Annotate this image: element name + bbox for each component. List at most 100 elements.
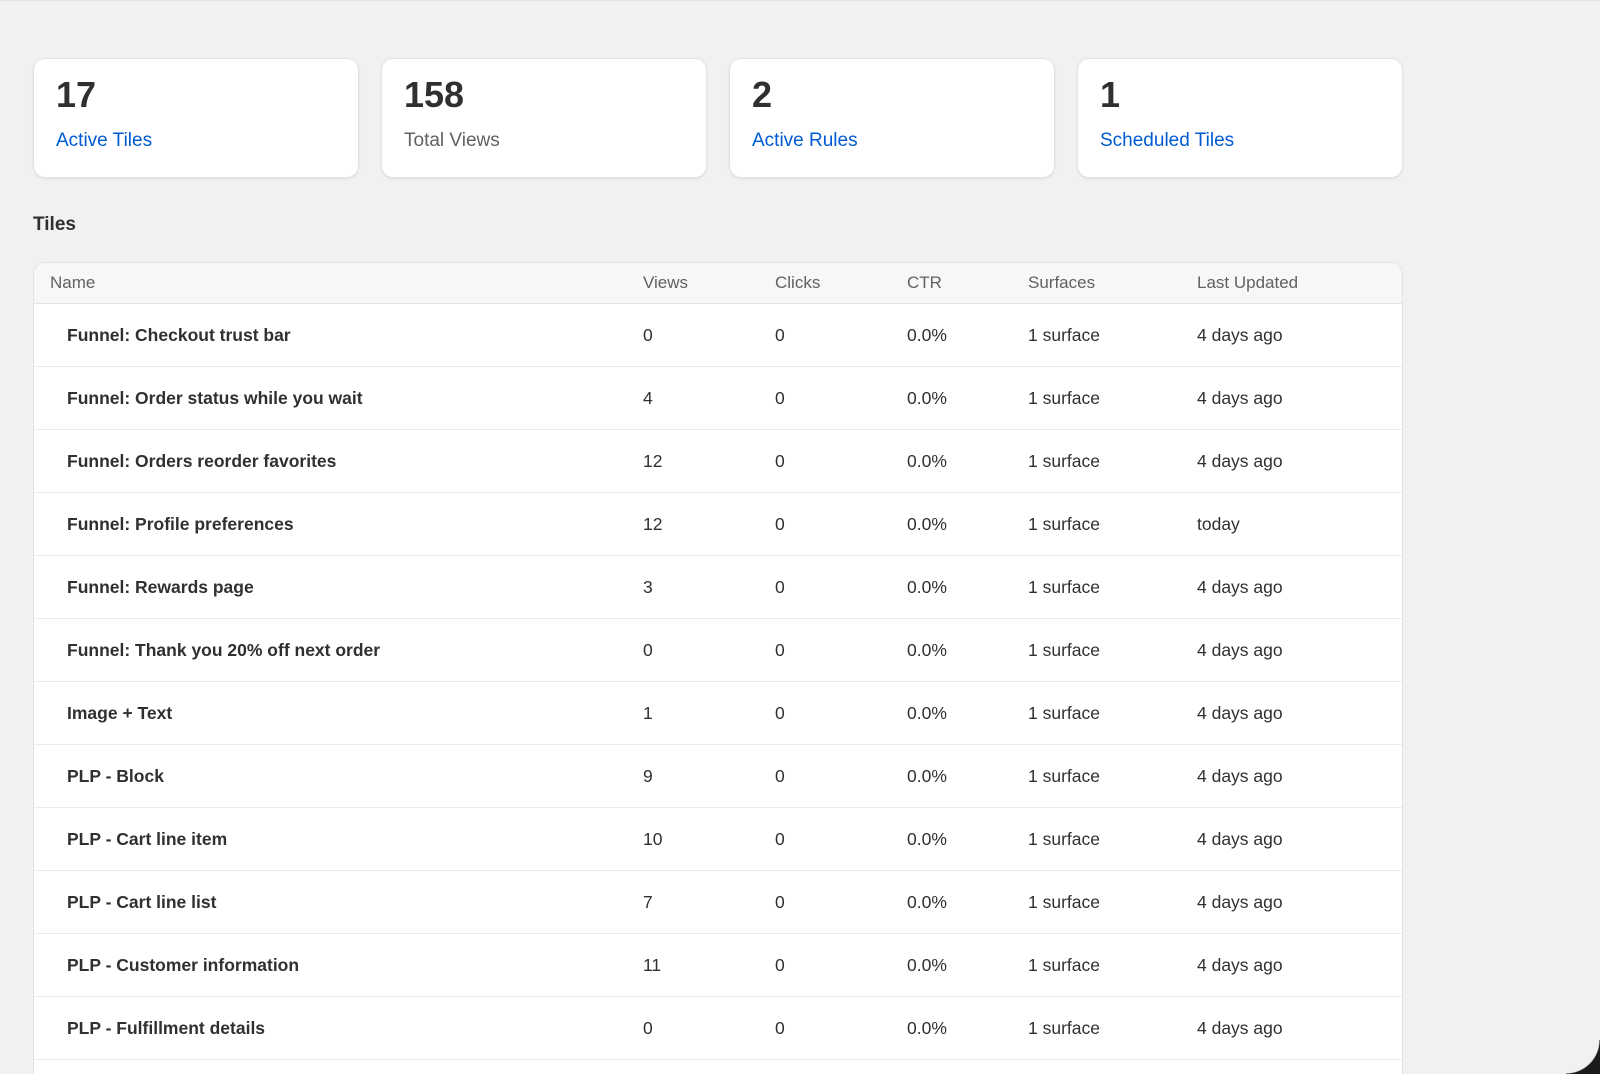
cell-surfaces: 1 surface (1028, 891, 1100, 912)
cell-ctr: 0.0% (907, 639, 947, 660)
column-header-name: Name (50, 273, 96, 292)
cell-name: Funnel: Profile preferences (67, 513, 294, 534)
cell-surfaces: 1 surface (1028, 639, 1100, 660)
cell-views: 7 (643, 891, 653, 912)
cell-ctr: 0.0% (907, 513, 947, 534)
cell-views: 12 (643, 450, 663, 471)
cell-clicks: 0 (775, 702, 785, 723)
cell-surfaces: 1 surface (1028, 387, 1100, 408)
cell-last-updated: 4 days ago (1197, 702, 1283, 723)
cell-last-updated: 4 days ago (1197, 954, 1283, 975)
cell-views: 10 (643, 828, 663, 849)
table-row[interactable]: Image + Text 1 0 0.0% 1 surface 4 days ago (34, 682, 1402, 745)
table-row[interactable]: Funnel: Rewards page 3 0 0.0% 1 surface 4 day… (34, 556, 1402, 619)
column-header-ctr: CTR (907, 273, 942, 292)
cell-ctr: 0.0% (907, 1017, 947, 1038)
table-row[interactable]: PLP - Cart line item 10 0 0.0% 1 surface 4 da… (34, 808, 1402, 871)
cell-views: 11 (643, 954, 662, 975)
cell-surfaces: 1 surface (1028, 1017, 1100, 1038)
cell-name: Funnel: Order status while you wait (67, 387, 363, 408)
cell-name: Funnel: Rewards page (67, 576, 254, 597)
cell-ctr: 0.0% (907, 387, 947, 408)
cell-ctr: 0.0% (907, 954, 947, 975)
cell-name: PLP - Fulfillment details (67, 1017, 266, 1038)
cell-name: Funnel: Thank you 20% off next order (67, 639, 381, 660)
cell-last-updated: 4 days ago (1197, 450, 1283, 471)
table-row[interactable]: Funnel: Thank you 20% off next order 0 0 0.… (34, 619, 1402, 682)
stats-row: 17 Active Tiles 158 Total Views 2 Active… (33, 58, 1403, 178)
cell-last-updated: 4 days ago (1197, 576, 1283, 597)
cell-name: PLP - Block (67, 765, 164, 786)
table-row[interactable]: Funnel: Profile preferences 12 0 0.0% 1 surf… (34, 493, 1402, 556)
cell-surfaces: 1 surface (1028, 324, 1100, 345)
table-row[interactable]: Funnel: Checkout trust bar 0 0 0.0% 1 surfac… (34, 304, 1402, 367)
cell-name: Image + Text (67, 702, 173, 723)
stat-value: 2 (752, 74, 773, 115)
cell-name: PLP - Cart line list (67, 891, 217, 912)
section-title: Tiles (33, 214, 76, 235)
table-row[interactable]: PLP - Cart line list 7 0 0.0% 1 surface 4 day… (34, 871, 1402, 934)
cell-surfaces: 1 surface (1028, 702, 1100, 723)
cell-last-updated: 4 days ago (1197, 765, 1283, 786)
cell-clicks: 0 (775, 576, 785, 597)
table-body: Funnel: Checkout trust bar 0 0 0.0% 1 surfac… (34, 304, 1402, 1060)
total-views-label: Total Views (404, 130, 500, 151)
table-row[interactable]: PLP - Fulfillment details 0 0 0.0% 1 surface… (34, 997, 1402, 1060)
cell-last-updated: today (1197, 513, 1240, 534)
cell-clicks: 0 (775, 513, 785, 534)
scheduled-tiles-link[interactable]: Scheduled Tiles (1100, 130, 1235, 151)
cell-views: 12 (643, 513, 663, 534)
active-tiles-link[interactable]: Active Tiles (56, 130, 153, 151)
tiles-table: Name Views Clicks CTR Surfaces Last Upda… (33, 262, 1403, 1074)
column-header-clicks: Clicks (775, 273, 821, 292)
table-row[interactable]: PLP - Customer information 11 0 0.0% 1 surfa… (34, 934, 1402, 997)
cell-surfaces: 1 surface (1028, 954, 1100, 975)
cell-views: 0 (643, 1017, 653, 1038)
cell-views: 4 (643, 387, 653, 408)
cell-views: 9 (643, 765, 653, 786)
cell-name: Funnel: Orders reorder favorites (67, 450, 337, 471)
active-rules-link[interactable]: Active Rules (752, 130, 858, 151)
cell-clicks: 0 (775, 954, 785, 975)
screen-corner (1566, 1040, 1600, 1074)
cell-name: PLP - Customer information (67, 954, 300, 975)
cell-surfaces: 1 surface (1028, 765, 1100, 786)
cell-views: 0 (643, 324, 653, 345)
cell-surfaces: 1 surface (1028, 828, 1100, 849)
cell-clicks: 0 (775, 387, 785, 408)
stat-card-scheduled-tiles: 1 Scheduled Tiles (1077, 58, 1403, 178)
cell-ctr: 0.0% (907, 828, 947, 849)
column-header-surfaces: Surfaces (1028, 273, 1096, 292)
cell-views: 1 (643, 702, 653, 723)
cell-name: Funnel: Checkout trust bar (67, 324, 291, 345)
table-row[interactable]: Funnel: Orders reorder favorites 12 0 0.0% 1… (34, 430, 1402, 493)
stat-value: 1 (1100, 74, 1121, 115)
cell-last-updated: 4 days ago (1197, 1017, 1283, 1038)
top-divider (0, 0, 1600, 1)
cell-views: 3 (643, 576, 653, 597)
cell-ctr: 0.0% (907, 702, 947, 723)
table-row[interactable]: PLP - Block 9 0 0.0% 1 surface 4 days ago (34, 745, 1402, 808)
cell-name: PLP - Cart line item (67, 828, 228, 849)
stat-value: 158 (404, 74, 465, 115)
table-row[interactable]: Funnel: Order status while you wait 4 0 0.0… (34, 367, 1402, 430)
cell-ctr: 0.0% (907, 450, 947, 471)
cell-last-updated: 4 days ago (1197, 828, 1283, 849)
stat-card-active-tiles: 17 Active Tiles (33, 58, 359, 178)
cell-ctr: 0.0% (907, 576, 947, 597)
cell-clicks: 0 (775, 1017, 785, 1038)
cell-last-updated: 4 days ago (1197, 387, 1283, 408)
column-header-views: Views (643, 273, 689, 292)
cell-last-updated: 4 days ago (1197, 324, 1283, 345)
stat-value: 17 (56, 74, 97, 115)
stat-card-active-rules: 2 Active Rules (729, 58, 1055, 178)
cell-views: 0 (643, 639, 653, 660)
cell-clicks: 0 (775, 324, 785, 345)
cell-surfaces: 1 surface (1028, 450, 1100, 471)
cell-ctr: 0.0% (907, 765, 947, 786)
column-header-last-updated: Last Updated (1197, 273, 1299, 292)
cell-clicks: 0 (775, 828, 785, 849)
stat-card-total-views: 158 Total Views (381, 58, 707, 178)
cell-clicks: 0 (775, 639, 785, 660)
